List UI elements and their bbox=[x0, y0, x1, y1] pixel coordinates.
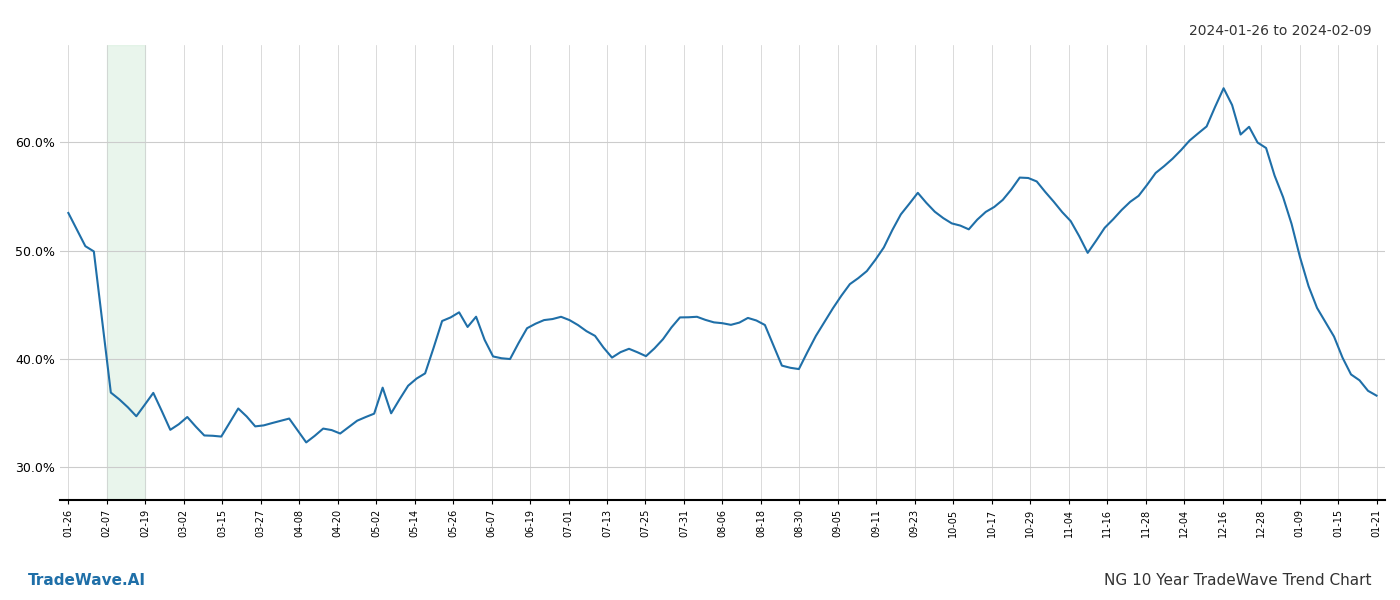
Text: NG 10 Year TradeWave Trend Chart: NG 10 Year TradeWave Trend Chart bbox=[1105, 573, 1372, 588]
Text: 2024-01-26 to 2024-02-09: 2024-01-26 to 2024-02-09 bbox=[1190, 24, 1372, 38]
Bar bbox=[106, 45, 146, 500]
Text: TradeWave.AI: TradeWave.AI bbox=[28, 573, 146, 588]
